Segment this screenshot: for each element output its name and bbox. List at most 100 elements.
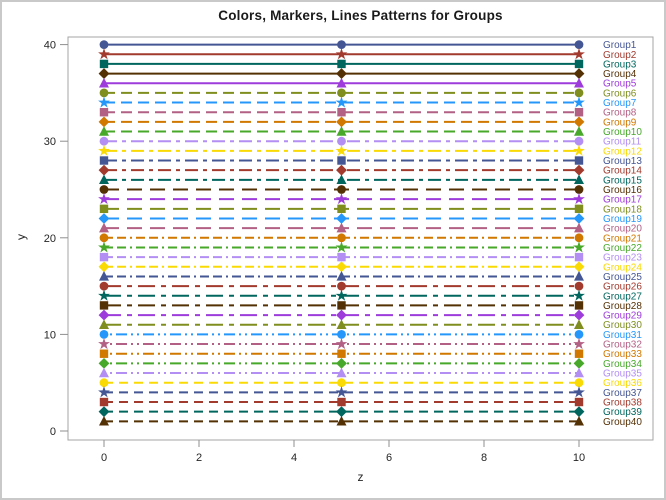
marker-diamond-icon <box>336 261 347 273</box>
marker-star-icon <box>573 386 585 398</box>
marker-circle-icon <box>574 185 584 194</box>
series-label-Group31: Group31 <box>603 330 642 341</box>
marker-diamond-icon <box>336 357 347 369</box>
y-tick-label: 40 <box>44 40 56 52</box>
marker-circle-icon <box>99 281 109 291</box>
x-tick-label: 2 <box>196 452 202 464</box>
marker-triangle-icon <box>336 126 347 136</box>
marker-diamond-icon <box>98 406 110 418</box>
series-label-Group10: Group10 <box>603 127 642 138</box>
marker-star-icon <box>98 241 110 253</box>
x-tick-label: 0 <box>101 452 107 464</box>
marker-circle-icon <box>99 88 109 98</box>
series-label-Group39: Group39 <box>603 407 642 418</box>
marker-triangle-icon <box>99 126 109 136</box>
marker-circle-icon <box>574 378 584 388</box>
marker-star-icon <box>335 289 348 301</box>
marker-star-icon <box>335 337 348 350</box>
marker-square-icon <box>574 397 584 407</box>
series-label-Group14: Group14 <box>603 166 642 177</box>
series-label-Group23: Group23 <box>603 253 642 264</box>
marker-square-icon <box>99 156 109 165</box>
marker-diamond-icon <box>336 164 347 176</box>
marker-square-icon <box>99 252 109 262</box>
marker-square-icon <box>337 252 346 262</box>
series-label-Group37: Group37 <box>603 388 642 399</box>
marker-circle-icon <box>99 40 109 49</box>
marker-triangle-icon <box>574 126 584 136</box>
marker-star-icon <box>335 48 348 60</box>
x-tick-label: 6 <box>386 452 392 464</box>
marker-circle-icon <box>337 378 346 388</box>
series-label-Group1: Group1 <box>603 40 637 51</box>
marker-diamond-icon <box>573 68 585 79</box>
marker-star-icon <box>98 48 110 60</box>
marker-triangle-icon <box>336 319 347 329</box>
marker-circle-icon <box>574 40 584 49</box>
series-label-Group7: Group7 <box>603 98 637 109</box>
marker-square-icon <box>99 59 109 69</box>
marker-star-icon <box>573 241 585 253</box>
x-axis-label: z <box>357 470 364 484</box>
series-label-Group26: Group26 <box>603 282 642 293</box>
series-label-Group13: Group13 <box>603 156 642 167</box>
marker-square-icon <box>99 108 109 117</box>
marker-triangle-icon <box>574 319 584 329</box>
marker-circle-icon <box>337 88 346 98</box>
marker-square-icon <box>99 301 109 310</box>
plot-border <box>67 36 654 441</box>
series-label-Group40: Group40 <box>603 417 642 428</box>
series-label-Group35: Group35 <box>603 369 642 380</box>
marker-star-icon <box>335 192 348 205</box>
marker-circle-icon <box>337 185 346 194</box>
marker-star-icon <box>98 144 110 156</box>
series-label-Group34: Group34 <box>603 359 642 370</box>
marker-star-icon <box>335 144 348 156</box>
marker-triangle-icon <box>99 367 109 378</box>
marker-star-icon <box>335 96 348 108</box>
marker-star-icon <box>335 241 348 253</box>
marker-circle-icon <box>99 185 109 194</box>
series-label-Group16: Group16 <box>603 185 642 196</box>
marker-star-icon <box>98 337 110 350</box>
series-label-Group22: Group22 <box>603 243 642 254</box>
series-label-Group6: Group6 <box>603 88 637 99</box>
marker-star-icon <box>98 289 110 301</box>
marker-circle-icon <box>337 330 346 339</box>
series-label-Group17: Group17 <box>603 195 642 206</box>
marker-square-icon <box>337 108 346 117</box>
marker-star-icon <box>335 386 348 398</box>
marker-diamond-icon <box>336 309 347 321</box>
marker-diamond-icon <box>336 406 347 418</box>
marker-diamond-icon <box>573 357 585 369</box>
series-label-Group18: Group18 <box>603 204 642 215</box>
marker-star-icon <box>98 96 110 108</box>
marker-circle-icon <box>574 136 584 146</box>
series-label-Group21: Group21 <box>603 233 642 244</box>
marker-diamond-icon <box>573 406 585 418</box>
marker-square-icon <box>574 252 584 262</box>
marker-star-icon <box>573 96 585 108</box>
marker-diamond-icon <box>336 68 347 79</box>
marker-square-icon <box>337 301 346 310</box>
marker-diamond-icon <box>573 213 585 224</box>
marker-diamond-icon <box>573 116 585 128</box>
marker-circle-icon <box>99 330 109 339</box>
marker-triangle-icon <box>99 222 109 233</box>
marker-square-icon <box>99 397 109 407</box>
marker-star-icon <box>573 48 585 60</box>
marker-circle-icon <box>574 330 584 339</box>
marker-star-icon <box>98 192 110 205</box>
series-label-Group24: Group24 <box>603 262 642 273</box>
marker-square-icon <box>337 156 346 165</box>
series-label-Group28: Group28 <box>603 301 642 312</box>
marker-circle-icon <box>574 88 584 98</box>
marker-triangle-icon <box>99 77 109 88</box>
marker-square-icon <box>574 156 584 165</box>
marker-triangle-icon <box>99 415 109 426</box>
marker-circle-icon <box>337 40 346 49</box>
marker-square-icon <box>337 349 346 358</box>
marker-diamond-icon <box>98 357 110 369</box>
